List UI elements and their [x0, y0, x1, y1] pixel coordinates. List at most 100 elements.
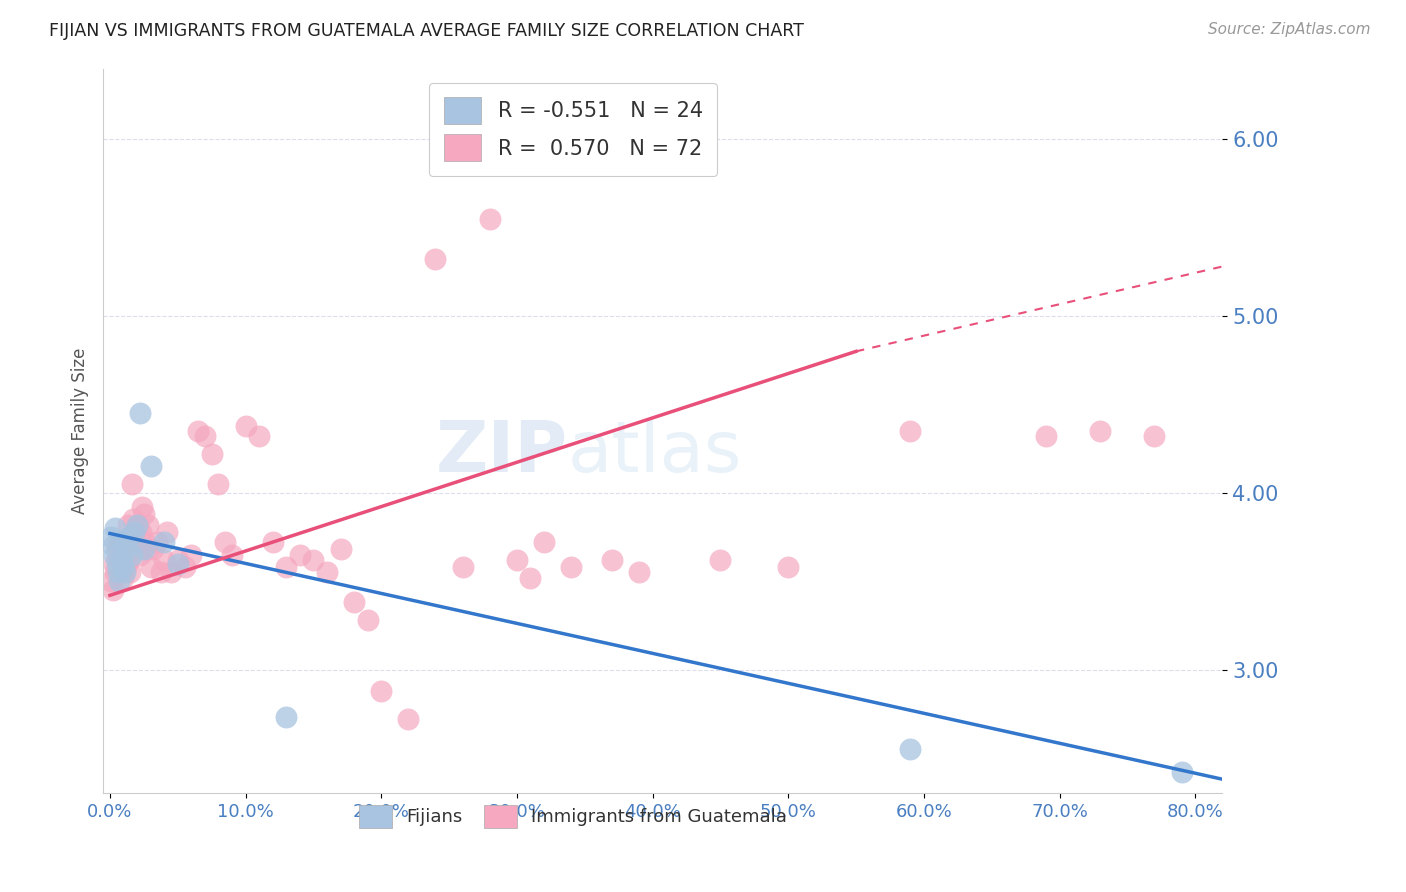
Point [118, 553, 141, 567]
Point [122, 512, 145, 526]
Point [451, 560, 474, 574]
Point [778, 560, 800, 574]
Point [156, 524, 179, 539]
Point [146, 535, 169, 549]
Point [101, 539, 124, 553]
Point [103, 557, 125, 571]
Point [370, 683, 392, 698]
Point [1090, 424, 1112, 438]
Point [100, 530, 122, 544]
Point [120, 566, 142, 580]
Text: Source: ZipAtlas.com: Source: ZipAtlas.com [1208, 22, 1371, 37]
Point [898, 424, 921, 438]
Legend: Fijians, Immigrants from Guatemala: Fijians, Immigrants from Guatemala [352, 797, 794, 835]
Point [506, 553, 529, 567]
Point [166, 553, 188, 567]
Point [111, 553, 134, 567]
Point [107, 566, 129, 580]
Point [108, 574, 131, 589]
Point [221, 548, 243, 562]
Point [132, 507, 155, 521]
Point [519, 571, 541, 585]
Point [276, 710, 298, 724]
Point [160, 566, 183, 580]
Point [131, 500, 153, 514]
Point [112, 560, 135, 574]
Point [114, 535, 136, 549]
Point [134, 535, 156, 549]
Point [201, 447, 224, 461]
Point [103, 548, 125, 562]
Point [110, 566, 132, 580]
Point [187, 424, 209, 438]
Point [600, 553, 623, 567]
Point [101, 582, 124, 597]
Point [425, 252, 447, 267]
Point [262, 535, 284, 549]
Point [136, 517, 159, 532]
Point [108, 553, 131, 567]
Point [302, 553, 325, 567]
Text: atlas: atlas [568, 418, 742, 487]
Point [194, 429, 217, 443]
Point [396, 712, 419, 726]
Point [124, 524, 146, 539]
Point [104, 566, 127, 580]
Point [125, 542, 148, 557]
Point [316, 566, 339, 580]
Point [139, 459, 162, 474]
Point [478, 211, 501, 226]
Point [121, 548, 143, 562]
Point [112, 571, 135, 585]
Point [247, 429, 270, 443]
Point [329, 542, 352, 557]
Point [115, 542, 138, 557]
Point [139, 560, 162, 574]
Point [1170, 765, 1192, 780]
Point [124, 524, 146, 539]
Point [214, 535, 236, 549]
Point [118, 530, 141, 544]
Point [115, 560, 138, 574]
Point [150, 566, 173, 580]
Text: ZIP: ZIP [436, 418, 568, 487]
Point [125, 517, 148, 532]
Point [129, 524, 152, 539]
Point [107, 548, 129, 562]
Point [105, 557, 128, 571]
Point [898, 742, 921, 756]
Point [135, 542, 157, 557]
Point [117, 517, 139, 532]
Point [104, 521, 127, 535]
Point [180, 548, 202, 562]
Point [111, 542, 134, 557]
Point [276, 560, 298, 574]
Point [110, 535, 132, 549]
Point [533, 535, 555, 549]
Point [132, 542, 155, 557]
Point [121, 477, 143, 491]
Text: FIJIAN VS IMMIGRANTS FROM GUATEMALA AVERAGE FAMILY SIZE CORRELATION CHART: FIJIAN VS IMMIGRANTS FROM GUATEMALA AVER… [49, 22, 804, 40]
Point [105, 539, 128, 553]
Point [560, 560, 582, 574]
Point [207, 477, 229, 491]
Point [153, 535, 176, 549]
Point [235, 418, 257, 433]
Point [288, 548, 311, 562]
Point [356, 613, 378, 627]
Point [627, 566, 650, 580]
Point [114, 566, 136, 580]
Point [142, 542, 165, 557]
Point [1143, 429, 1166, 443]
Point [128, 406, 150, 420]
Point [343, 595, 366, 609]
Point [100, 574, 122, 589]
Point [166, 557, 188, 571]
Point [1035, 429, 1057, 443]
Point [173, 560, 195, 574]
Point [128, 548, 150, 562]
Point [125, 535, 148, 549]
Y-axis label: Average Family Size: Average Family Size [72, 348, 89, 514]
Point [153, 553, 176, 567]
Point [127, 517, 149, 532]
